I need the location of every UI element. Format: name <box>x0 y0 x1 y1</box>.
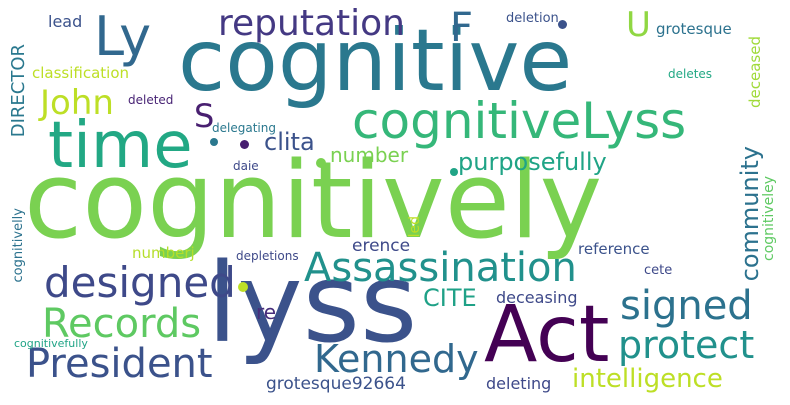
word-community: community <box>736 146 764 282</box>
word-designed: designed <box>44 258 236 307</box>
word-f: F <box>450 5 474 51</box>
word-assassination: Assassination <box>304 245 577 291</box>
word-john: John <box>40 83 114 123</box>
word-lead: lead <box>48 12 83 31</box>
word-clita: clita <box>264 128 315 156</box>
word-grotesque92664: grotesque92664 <box>266 374 406 394</box>
word-cognitive: cognitive <box>178 11 573 111</box>
word-cete: cete <box>644 263 673 278</box>
word-protect: protect <box>618 323 755 367</box>
word-number: number <box>330 143 409 167</box>
word-deceasing: deceasing <box>496 288 578 307</box>
word-cognitiveley: cognitiveley <box>761 176 777 261</box>
word-u: U <box>626 5 651 45</box>
word-depletions: depletions <box>236 249 299 263</box>
word-cite: CITE <box>423 284 477 312</box>
word-president: President <box>26 341 213 387</box>
word-deletion: deletion <box>506 11 559 26</box>
word-reference: reference <box>578 240 650 258</box>
dot-6 <box>210 138 218 146</box>
word-s: S <box>194 97 215 135</box>
word-signed: signed <box>620 283 753 329</box>
word-ly: Ly <box>94 5 152 68</box>
word-intelligence: intelligence <box>572 364 723 394</box>
word-led: led <box>407 216 423 238</box>
dot-4 <box>450 168 458 176</box>
word-deletes: deletes <box>668 67 713 81</box>
word-director: DIRECTOR <box>8 44 29 138</box>
word-re: re <box>256 300 277 324</box>
word-delegating: delegating <box>212 121 276 135</box>
word-lyss: lyss <box>207 239 418 367</box>
word-act: Act <box>484 290 610 380</box>
word-cognitively: cognitively <box>24 139 603 262</box>
word-deceased: deceased <box>746 36 764 108</box>
dot-1 <box>316 158 326 168</box>
dot-5 <box>558 20 567 29</box>
word-deleted: deleted <box>128 93 174 107</box>
dot-2 <box>238 282 248 292</box>
word-classification: classification <box>32 64 130 82</box>
word-kennedy: Kennedy <box>314 337 479 381</box>
word-purposefully: purposefully <box>458 148 607 176</box>
word-cognitivefully: cognitivefully <box>14 337 88 350</box>
word-time: time <box>48 109 193 183</box>
word-cognitivelly: cognitivelly <box>11 208 26 283</box>
word-daie: daie <box>233 159 259 173</box>
dot-3 <box>240 140 249 149</box>
word-reputation: reputation <box>218 3 405 44</box>
word-grotesque: grotesque <box>656 20 732 38</box>
word-deleting: deleting <box>486 374 552 393</box>
word-records: Records <box>42 301 202 347</box>
word-erence: erence <box>352 236 411 256</box>
word-cognitivelyss: cognitiveLyss <box>352 92 687 150</box>
word-numberj: numberj <box>132 244 195 262</box>
